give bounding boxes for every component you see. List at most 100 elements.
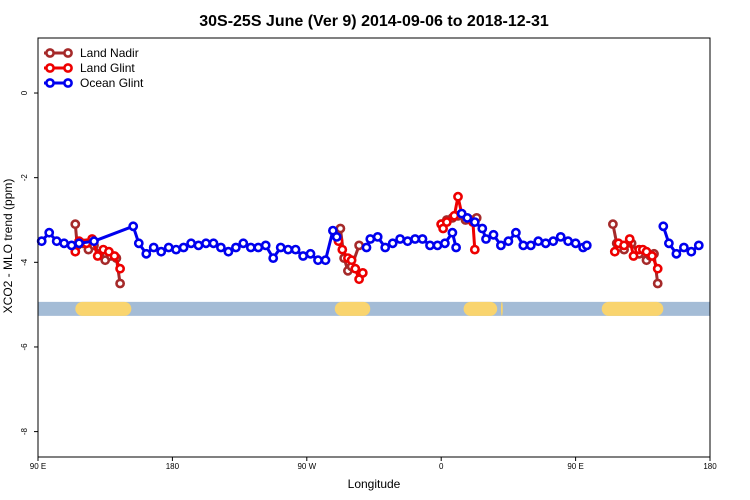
- y-tick-label: -8: [20, 428, 29, 436]
- series-land-glint: [70, 191, 663, 285]
- data-point: [540, 238, 551, 249]
- data-point: [357, 267, 368, 278]
- data-point: [380, 242, 391, 253]
- data-point: [451, 242, 461, 253]
- data-point: [44, 227, 55, 238]
- legend-marker: [45, 63, 55, 73]
- data-point: [70, 219, 81, 230]
- legend-label: Land Nadir: [80, 46, 139, 60]
- data-point: [335, 223, 346, 234]
- data-point: [320, 255, 331, 266]
- data-point: [563, 236, 573, 247]
- data-point: [387, 238, 398, 249]
- y-tick-label: 0: [20, 90, 29, 95]
- data-point: [313, 255, 323, 266]
- legend-label: Ocean Glint: [80, 76, 144, 90]
- ocean-band: [38, 301, 710, 316]
- data-point: [66, 240, 77, 251]
- data-point: [92, 251, 103, 261]
- legend-label: Land Glint: [80, 61, 135, 75]
- legend-marker: [63, 48, 73, 58]
- data-point: [331, 231, 342, 242]
- land-segment-3: [500, 301, 503, 316]
- land-ocean-band: [38, 301, 710, 316]
- legend-marker: [63, 78, 73, 88]
- data-point: [693, 240, 704, 251]
- data-point: [488, 229, 499, 240]
- data-point: [115, 278, 125, 289]
- data-point: [518, 240, 529, 251]
- data-point: [525, 240, 536, 251]
- data-point: [178, 242, 189, 253]
- data-point: [425, 240, 435, 251]
- data-point: [148, 242, 159, 253]
- data-point: [208, 238, 219, 249]
- y-tick-label: -2: [20, 174, 29, 182]
- data-point: [441, 217, 452, 227]
- land-segment-1: [334, 301, 371, 316]
- chart-title: 30S-25S June (Ver 9) 2014-09-06 to 2018-…: [199, 13, 549, 30]
- data-point: [59, 238, 69, 249]
- x-tick-label: 90 E: [30, 462, 46, 471]
- x-axis-label: Longitude: [348, 477, 401, 491]
- x-tick-label: 180: [166, 462, 180, 471]
- data-point: [230, 242, 241, 253]
- data-point: [215, 242, 226, 253]
- x-tick-label: 90 W: [297, 462, 316, 471]
- data-point: [686, 246, 697, 257]
- data-point: [671, 248, 682, 259]
- data-point: [156, 246, 167, 257]
- legend-item-land-glint: Land Glint: [44, 61, 135, 75]
- data-point: [453, 191, 463, 202]
- data-point: [74, 238, 84, 249]
- data-point: [238, 238, 249, 249]
- series-ocean-glint: [36, 208, 704, 266]
- data-point: [447, 227, 458, 238]
- legend-item-ocean-glint: Ocean Glint: [44, 76, 144, 90]
- data-point: [417, 234, 428, 244]
- data-point: [395, 234, 405, 244]
- data-point: [481, 234, 491, 244]
- data-point: [619, 240, 629, 251]
- series-layer: [36, 191, 704, 289]
- data-point: [361, 242, 372, 253]
- data-point: [652, 263, 663, 274]
- data-point: [350, 263, 361, 274]
- data-point: [89, 236, 99, 247]
- data-point: [679, 242, 689, 253]
- data-point: [628, 251, 639, 261]
- data-point: [495, 240, 506, 251]
- data-point: [109, 251, 120, 261]
- data-point: [664, 238, 674, 249]
- land-segment-0: [75, 301, 132, 316]
- data-point: [245, 242, 256, 253]
- data-point: [658, 221, 669, 232]
- data-point: [141, 248, 152, 259]
- data-point: [511, 227, 521, 238]
- data-point: [608, 219, 618, 230]
- data-point: [462, 212, 473, 223]
- data-point: [346, 255, 357, 266]
- legend-marker: [63, 63, 73, 73]
- data-point: [171, 244, 181, 255]
- y-axis-label: XCO2 - MLO trend (ppm): [1, 179, 15, 314]
- y-tick-label: -4: [20, 258, 29, 266]
- data-point: [133, 238, 144, 249]
- data-point: [193, 240, 204, 251]
- data-point: [548, 236, 559, 247]
- data-point: [305, 248, 316, 259]
- data-point: [268, 253, 279, 263]
- data-point: [283, 244, 293, 255]
- data-point: [469, 217, 480, 227]
- data-point: [477, 223, 488, 234]
- data-point: [624, 234, 635, 244]
- x-tick-label: 180: [703, 462, 717, 471]
- data-point: [652, 278, 663, 289]
- data-point: [570, 238, 581, 249]
- data-point: [128, 221, 139, 232]
- data-point: [469, 244, 480, 255]
- data-point: [36, 236, 47, 247]
- x-tick-label: 0: [439, 462, 444, 471]
